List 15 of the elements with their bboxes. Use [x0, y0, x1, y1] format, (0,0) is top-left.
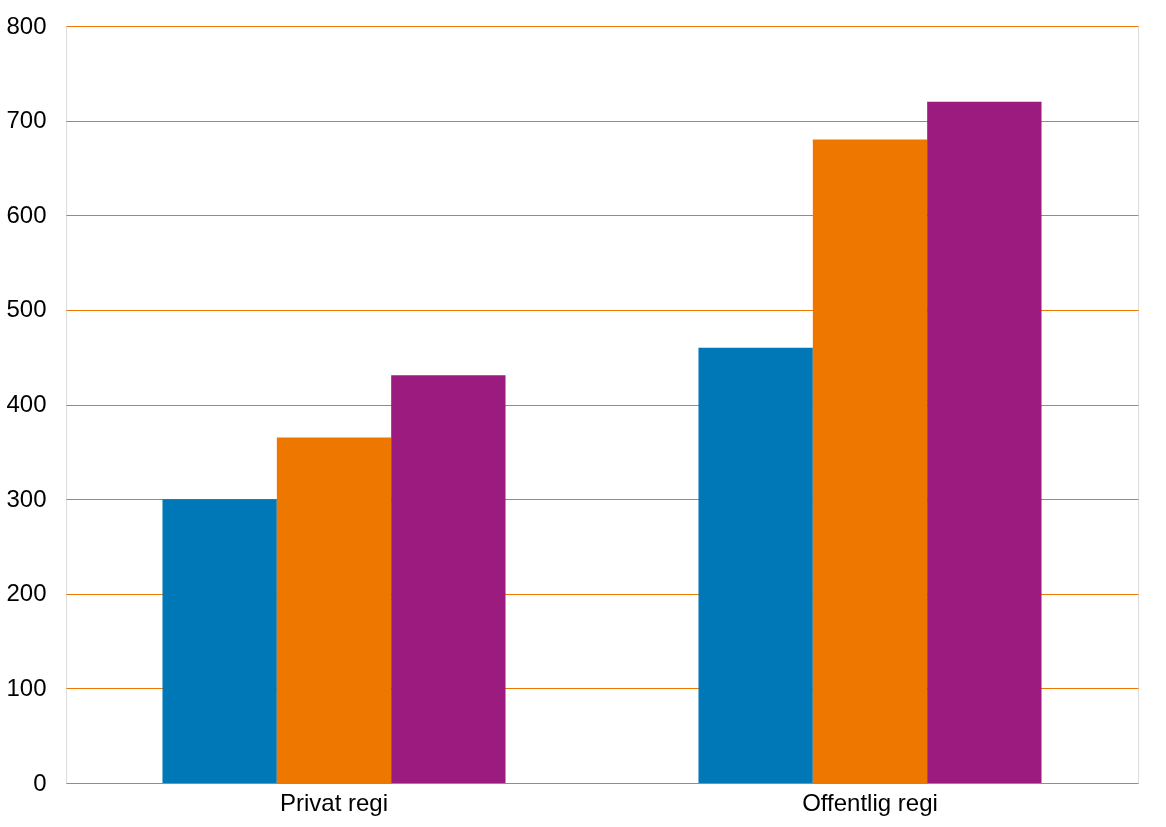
bar [927, 101, 1042, 783]
bar [162, 499, 277, 783]
y-tick-label: 0 [33, 768, 47, 796]
x-tick-label: Privat regi [279, 788, 389, 816]
y-tick-label: 200 [6, 579, 47, 607]
bar [391, 375, 506, 783]
y-tick-label: 600 [6, 200, 47, 228]
x-tick-label: Offentlig regi [802, 788, 938, 816]
y-tick-label: 700 [6, 106, 47, 134]
y-tick-label: 100 [6, 673, 47, 701]
y-tick-label: 300 [6, 484, 47, 512]
y-tick-label: 500 [6, 295, 47, 323]
y-tick-label: 800 [6, 11, 47, 39]
y-tick-label: 400 [6, 390, 47, 417]
bar [698, 347, 813, 783]
